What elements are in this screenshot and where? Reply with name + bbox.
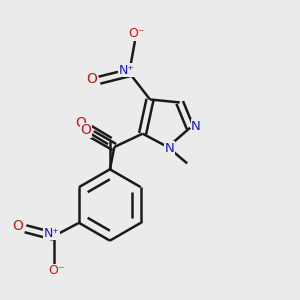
Text: N⁺: N⁺ (119, 64, 135, 77)
Text: O: O (13, 219, 23, 233)
Text: O: O (81, 123, 92, 137)
Text: O⁻: O⁻ (128, 27, 145, 40)
Text: O: O (76, 116, 86, 130)
Text: N⁺: N⁺ (43, 227, 59, 240)
Text: O: O (87, 72, 98, 86)
Text: O⁻: O⁻ (48, 265, 65, 278)
Text: N: N (164, 142, 174, 155)
Text: N: N (191, 120, 201, 133)
